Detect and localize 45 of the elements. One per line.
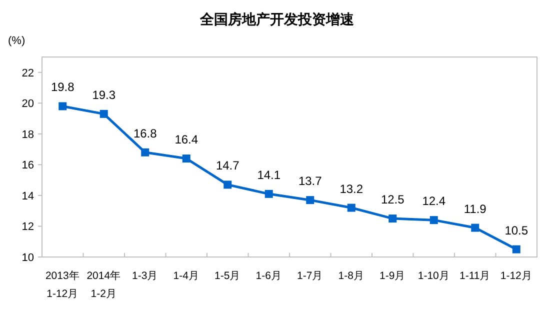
- y-axis-title: (%): [8, 35, 26, 47]
- y-tick-label: 20: [22, 98, 34, 110]
- x-tick-label: 1-11月: [460, 270, 491, 282]
- x-tick-label: 1-7月: [297, 270, 324, 282]
- point: [141, 148, 150, 156]
- x-tick-label: 1-9月: [380, 270, 406, 282]
- point: [264, 190, 273, 198]
- x-tick-label: 2013年 1-12月: [45, 270, 80, 300]
- x-tick-label: 1-4月: [173, 270, 200, 282]
- point: [182, 154, 190, 163]
- data-label: 11.9: [464, 202, 487, 216]
- data-label: 19.3: [92, 88, 116, 102]
- data-label: 10.5: [504, 223, 528, 238]
- x-tick-label: 1-10月: [418, 270, 450, 282]
- point: [471, 224, 480, 232]
- data-label: 16.8: [133, 126, 158, 140]
- x-tick-label: 1-5月: [214, 270, 241, 282]
- data-label: 13.2: [340, 182, 364, 196]
- data-label: 14.7: [216, 158, 240, 173]
- point: [512, 245, 520, 254]
- chart-title: 全国房地产开发投资增速: [199, 11, 355, 27]
- x-tick-label: 2014年 1-2月: [86, 270, 122, 300]
- point: [430, 216, 438, 224]
- point: [58, 102, 67, 110]
- x-tick-label: 1-8月: [338, 270, 364, 282]
- x-tick-label: 1-12月: [500, 270, 532, 282]
- y-tick-label: 18: [22, 128, 34, 141]
- data-label: 13.7: [298, 174, 322, 188]
- point: [306, 196, 314, 204]
- y-tick-label: 16: [22, 160, 34, 172]
- point: [388, 214, 397, 223]
- data-label: 12.4: [422, 194, 446, 208]
- x-tick-label: 1-6月: [256, 270, 282, 282]
- data-label: 16.4: [174, 132, 198, 147]
- data-label: 14.1: [257, 168, 281, 182]
- y-tick-label: 14: [22, 190, 34, 202]
- point: [100, 110, 108, 118]
- data-label: 12.5: [380, 192, 405, 207]
- x-tick-label: 1-3月: [132, 270, 158, 282]
- point: [224, 180, 232, 189]
- y-tick-label: 12: [22, 221, 34, 234]
- data-label: 19.8: [50, 80, 75, 94]
- point: [347, 204, 356, 212]
- y-tick-label: 22: [22, 67, 34, 80]
- y-tick-label: 10: [22, 252, 34, 264]
